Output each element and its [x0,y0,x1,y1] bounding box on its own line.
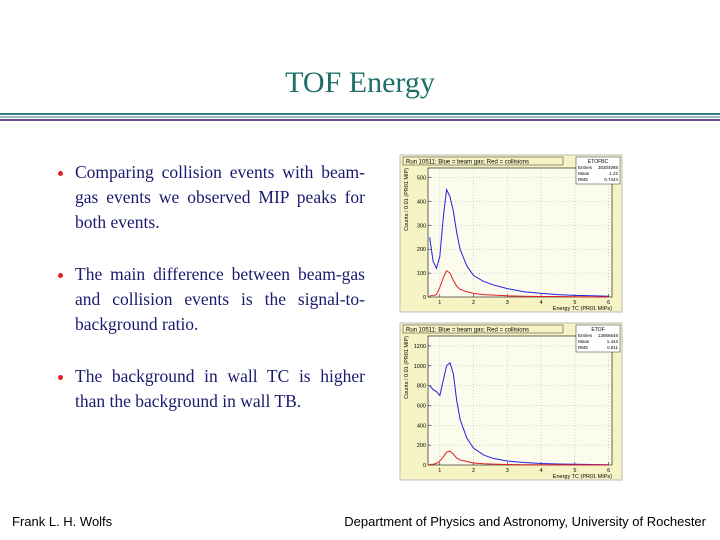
stats-label: RMS [578,345,588,350]
x-tick-label: 1 [438,468,441,474]
stats-value: 0.811 [607,345,618,350]
stats-value: 30304088 [598,165,619,170]
y-tick-label: 400 [417,199,426,205]
x-tick-label: 2 [472,468,475,474]
y-tick-label: 1000 [414,364,426,370]
x-tick-label: 3 [506,300,509,306]
x-axis-label: Energy TC (PR01 MIPs) [553,306,612,312]
rule [0,119,720,121]
chart: 0 100 200 300 400 500 1 2 3 4 5 6 Run 10511: Blue = … [399,154,623,313]
data-line [429,269,609,298]
plot-area [427,167,613,298]
stats-label: Mean [578,339,590,344]
chart: 0 200 400 600 800 1000 1200 1 2 3 4 5 6 Run 10511: Bl… [399,322,623,481]
slide-title: TOF Energy [285,66,435,99]
x-tick-label: 2 [472,300,475,306]
rule [0,113,720,115]
bullet: The background in wall TC is higher than… [75,364,365,414]
y-tick-label: 0 [423,463,426,469]
data-line [429,450,609,466]
y-tick-label: 200 [417,443,426,449]
data-line [429,361,609,466]
x-tick-label: 5 [573,468,576,474]
x-tick-label: 4 [540,300,543,306]
x-tick-label: 6 [607,468,610,474]
stats-title: ETOFBC [588,159,609,165]
x-tick-label: 5 [573,300,576,306]
title-box [402,156,564,166]
stats-label: Entries [578,333,593,338]
y-tick-label: 1200 [414,344,426,350]
stats-title: ETOF [591,327,604,333]
stats-label: Mean [578,171,590,176]
stats-label: RMS [578,177,588,182]
stats-value: 0.7444 [604,177,618,182]
y-axis-label: Counts / 0.01 (PR01 MIP) [404,168,410,231]
footer-left: Frank L. H. Wolfs [12,514,113,529]
stats-box [575,324,621,353]
stats-value: 1.22 [609,171,618,176]
y-tick-label: 300 [417,223,426,229]
bullet-list: Comparing collision events with beam-gas… [58,160,365,441]
data-line [429,187,609,297]
x-tick-label: 6 [607,300,610,306]
y-tick-label: 800 [417,384,426,390]
title-box [402,324,564,334]
stats-value: 13956648 [598,333,619,338]
x-axis-label: Energy TC (PR01 MIPs) [553,474,612,480]
chart-title: Run 10511: Blue = beam gas; Red = collis… [406,160,529,166]
y-tick-label: 600 [417,403,426,409]
y-axis-label: Counts / 0.01 (PR01 MIP) [404,336,410,399]
bullet: The main difference between beam-gas and… [75,262,365,337]
stats-label: Entries [578,165,593,170]
y-tick-label: 500 [417,176,426,182]
chart-title: Run 10511: Blue = beam gas; Red = collis… [406,328,529,334]
plot-area [427,335,613,466]
y-tick-label: 200 [417,247,426,253]
y-tick-label: 400 [417,423,426,429]
x-tick-label: 1 [438,300,441,306]
bullet: Comparing collision events with beam-gas… [75,160,365,235]
stats-box [575,156,621,185]
stats-value: 1.443 [607,339,619,344]
y-tick-label: 100 [417,271,426,277]
footer-right: Department of Physics and Astronomy, Uni… [344,514,706,529]
y-tick-label: 0 [423,295,426,301]
x-tick-label: 3 [506,468,509,474]
x-tick-label: 4 [540,468,543,474]
rule [0,116,720,118]
